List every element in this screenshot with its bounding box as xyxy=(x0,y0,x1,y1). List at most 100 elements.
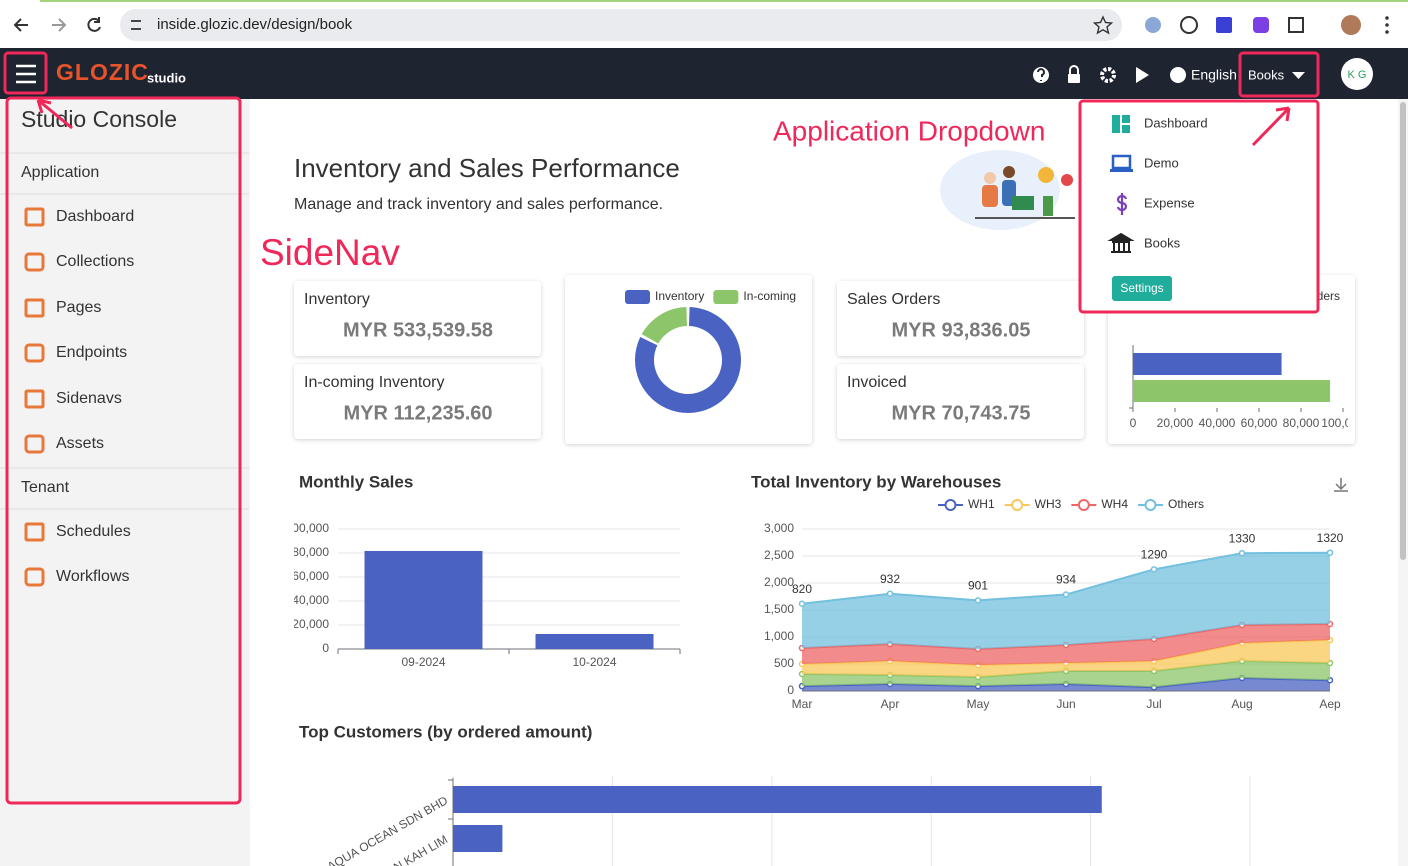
sidenav-section: Tenant xyxy=(21,479,70,496)
avatar[interactable] xyxy=(1341,58,1373,90)
annotation-arrow xyxy=(36,98,73,130)
menu-item[interactable]: Dashboard xyxy=(1144,115,1208,130)
data-label: 820 xyxy=(792,582,812,596)
scroll-thumb[interactable] xyxy=(1400,102,1406,560)
legend-label[interactable]: WH1 xyxy=(968,497,995,511)
stat-label: Invoiced xyxy=(847,374,907,391)
y-tick-label: 500 xyxy=(774,656,794,670)
settings-label: Settings xyxy=(1120,281,1163,295)
legend-label[interactable]: Others xyxy=(1168,497,1204,511)
legend-swatch xyxy=(713,290,739,304)
y-tick-label: 0 xyxy=(787,683,794,697)
bar xyxy=(1133,353,1282,375)
highlight-box xyxy=(5,96,242,805)
dropdown-menu xyxy=(1078,99,1320,314)
menu-icon xyxy=(1122,115,1130,123)
nav-item[interactable]: Pages xyxy=(56,299,101,316)
nav-icon xyxy=(24,207,45,227)
x-tick-label: May xyxy=(967,697,990,711)
hamburger[interactable] xyxy=(16,64,36,84)
settings-icon[interactable] xyxy=(1100,67,1116,83)
globe-icon[interactable] xyxy=(1170,67,1186,83)
legend-label[interactable]: WH4 xyxy=(1101,497,1128,511)
help-glyph xyxy=(1037,68,1045,81)
data-label: 1320 xyxy=(1317,531,1344,545)
area xyxy=(802,552,1330,649)
reload-button[interactable] xyxy=(87,17,101,32)
nav-item[interactable]: Sidenavs xyxy=(56,390,122,407)
stat-card xyxy=(837,281,1084,356)
nav-item[interactable]: Collections xyxy=(56,253,134,270)
chart-title: Top Customers (by ordered amount) xyxy=(299,722,592,741)
download-icon[interactable] xyxy=(1334,478,1348,492)
nav-item[interactable]: Assets xyxy=(56,435,104,452)
legend-label[interactable]: Inventory xyxy=(655,289,704,303)
nav-item[interactable]: Workflows xyxy=(56,568,130,585)
stat-value: MYR 93,836.05 xyxy=(892,319,1031,341)
extension[interactable] xyxy=(1253,17,1269,33)
y-tick-label: 3,000 xyxy=(764,521,794,535)
menu-item[interactable]: Expense xyxy=(1144,195,1195,210)
url: inside.glozic.dev/design/book xyxy=(157,16,353,33)
donut-slice xyxy=(641,307,687,344)
nav-item[interactable]: Endpoints xyxy=(56,344,127,361)
legend-swatch xyxy=(625,290,650,304)
legend-label[interactable]: In-coming xyxy=(743,289,796,303)
nav-item[interactable]: Schedules xyxy=(56,523,131,540)
lock-icon[interactable] xyxy=(1068,74,1080,83)
legend-symbol xyxy=(944,499,957,511)
sidenav-title: Studio Console xyxy=(21,106,177,132)
page-subtitle: Manage and track inventory and sales per… xyxy=(294,196,663,213)
area xyxy=(802,640,1330,678)
x-tick-label: Jul xyxy=(1146,697,1161,711)
x-tick-label: 09-2024 xyxy=(401,655,445,669)
extension[interactable] xyxy=(1216,17,1232,33)
chart-title: Total Inventory by Warehouses xyxy=(751,472,1001,491)
legend-symbol xyxy=(1077,499,1090,511)
point xyxy=(798,600,806,607)
back-button[interactable] xyxy=(13,18,28,32)
menu-icon xyxy=(1107,232,1135,253)
settings-button[interactable] xyxy=(1112,276,1172,301)
legend-symbol xyxy=(1144,499,1157,511)
app-selector[interactable]: Books xyxy=(1248,67,1285,82)
y-tick-label: 0 xyxy=(322,641,329,655)
x-tick-label: 20,000 xyxy=(1157,416,1194,430)
extension[interactable] xyxy=(1180,16,1198,34)
nav-icon xyxy=(24,522,45,542)
extension[interactable] xyxy=(1145,17,1161,33)
legend-symbol xyxy=(1011,499,1024,511)
x-tick-label: 80,000 xyxy=(1283,416,1320,430)
data-label: 901 xyxy=(968,579,988,593)
bookmark[interactable] xyxy=(1092,15,1114,35)
annotation: Application Dropdown xyxy=(773,115,1045,146)
x-tick-label: 0 xyxy=(1130,416,1137,430)
data-label: 932 xyxy=(880,572,900,586)
x-tick-label: Apr xyxy=(881,697,900,711)
profile[interactable] xyxy=(1341,15,1361,35)
bar xyxy=(535,634,654,649)
point xyxy=(1238,549,1246,557)
extensions[interactable] xyxy=(1288,17,1304,33)
x-tick-label: Aep xyxy=(1319,697,1341,711)
site-info[interactable] xyxy=(131,20,141,30)
forward-button[interactable] xyxy=(52,18,67,32)
run-icon[interactable] xyxy=(1136,67,1149,83)
menu-item[interactable]: Books xyxy=(1144,235,1181,250)
language[interactable]: English xyxy=(1191,67,1237,83)
address-bar[interactable] xyxy=(120,9,1122,41)
menu-icon xyxy=(1111,154,1132,170)
menu-icon xyxy=(1110,169,1133,172)
x-tick-label: 40,000 xyxy=(1199,416,1236,430)
logo[interactable]: GLOZIC xyxy=(56,59,149,85)
nav-icon xyxy=(24,434,45,454)
menu-item[interactable]: Demo xyxy=(1144,155,1179,170)
legend-label[interactable]: WH3 xyxy=(1035,497,1062,511)
stat-card xyxy=(837,364,1084,439)
point xyxy=(974,597,982,604)
nav-item[interactable]: Dashboard xyxy=(56,208,134,225)
stat-label: Sales Orders xyxy=(847,291,940,308)
donut-slice xyxy=(635,307,742,413)
stat-card xyxy=(294,364,541,439)
